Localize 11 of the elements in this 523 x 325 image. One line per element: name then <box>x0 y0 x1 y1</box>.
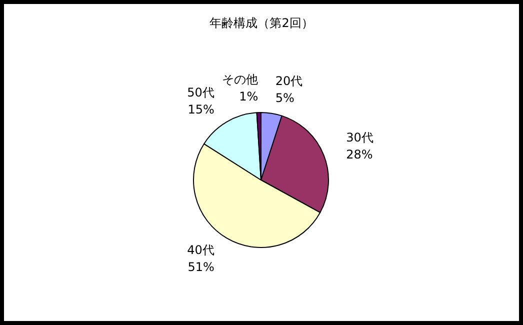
chart-title: 年齢構成（第2回） <box>210 16 314 30</box>
data-label: 15% <box>188 102 214 116</box>
data-label: 28% <box>346 147 373 162</box>
slice-label: 40代 <box>187 242 214 257</box>
data-label: 51% <box>188 260 214 274</box>
slice-label: 30代 <box>346 130 374 144</box>
slice-label: その他 <box>222 72 258 87</box>
data-label: 5% <box>275 90 294 105</box>
slice-label: 20代 <box>275 74 303 88</box>
data-label: 1% <box>239 90 258 104</box>
slice-label: 50代 <box>187 85 214 100</box>
